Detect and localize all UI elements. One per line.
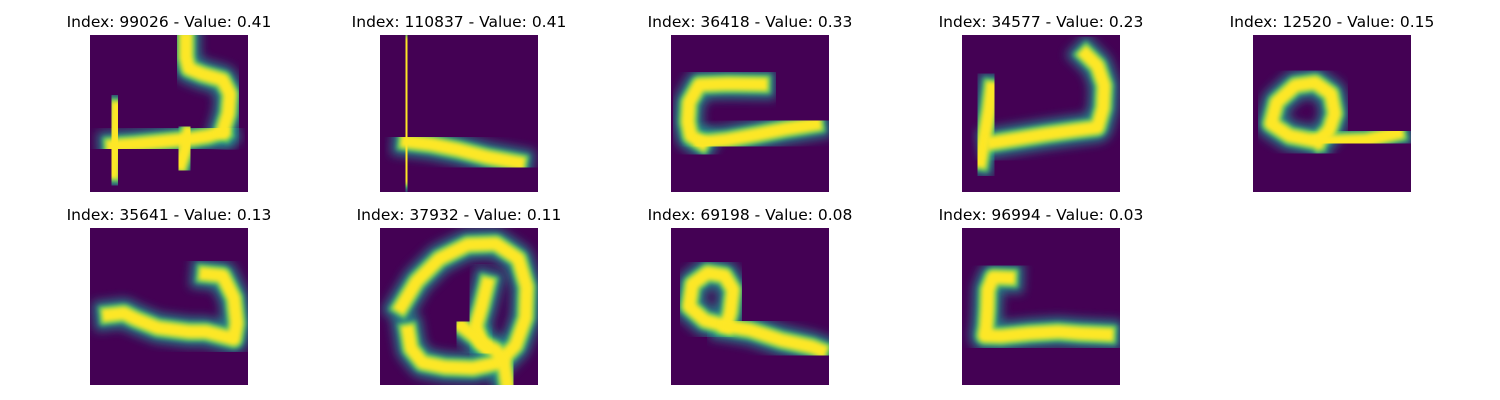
panel: Index: 99026 - Value: 0.41 [67, 13, 272, 192]
panel: Index: 35641 - Value: 0.13 [67, 206, 272, 385]
stroke [105, 101, 124, 180]
stroke [1311, 125, 1405, 148]
stroke [179, 35, 237, 140]
panel-title: Index: 69198 - Value: 0.08 [648, 206, 853, 224]
panel-title: Index: 12520 - Value: 0.15 [1230, 13, 1435, 31]
panel: Index: 69198 - Value: 0.08 [648, 206, 853, 385]
panel-title: Index: 37932 - Value: 0.11 [357, 206, 562, 224]
panel-title: Index: 110837 - Value: 0.41 [352, 13, 567, 31]
stroke [985, 45, 1111, 151]
panel-image [380, 35, 538, 192]
stroke [101, 266, 244, 346]
panel-title: Index: 36418 - Value: 0.33 [648, 13, 853, 31]
digit-strokes [92, 257, 248, 354]
panel: Index: 110837 - Value: 0.41 [352, 13, 567, 192]
stroke [105, 123, 231, 153]
panel-image [671, 35, 829, 192]
digit-strokes [1256, 68, 1411, 163]
stroke [694, 116, 823, 150]
digit-strokes [381, 229, 538, 385]
panel-image [962, 228, 1120, 385]
stroke [452, 316, 497, 358]
stroke [718, 318, 829, 359]
panel: Index: 37932 - Value: 0.11 [357, 206, 562, 385]
panel: Index: 34577 - Value: 0.23 [939, 13, 1144, 192]
panel-title: Index: 34577 - Value: 0.23 [939, 13, 1144, 31]
stroke [682, 266, 740, 335]
digit-strokes [969, 262, 1120, 351]
digit-strokes [390, 35, 536, 192]
panel: Index: 12520 - Value: 0.15 [1230, 13, 1435, 192]
digit-strokes [673, 69, 829, 163]
panel: Index: 36418 - Value: 0.33 [648, 13, 853, 192]
panel-image [1253, 35, 1411, 192]
digit-strokes [963, 35, 1119, 179]
stroke [681, 77, 768, 152]
stroke [1264, 76, 1342, 151]
stroke [972, 81, 1000, 169]
panel-title: Index: 99026 - Value: 0.41 [67, 13, 272, 31]
panel: Index: 96994 - Value: 0.03 [939, 206, 1144, 385]
stroke [399, 134, 526, 171]
panel-title: Index: 35641 - Value: 0.13 [67, 206, 272, 224]
stroke [399, 36, 414, 185]
digit-strokes [96, 35, 245, 189]
panel-image [90, 35, 248, 192]
stroke [172, 125, 197, 173]
panel-image [962, 35, 1120, 192]
stroke [392, 237, 534, 375]
panel-image [90, 228, 248, 385]
panel-image [380, 228, 538, 385]
panel-title: Index: 96994 - Value: 0.03 [939, 206, 1144, 224]
digit-strokes [674, 258, 829, 370]
panel-image [671, 228, 829, 385]
stroke [978, 270, 1114, 343]
